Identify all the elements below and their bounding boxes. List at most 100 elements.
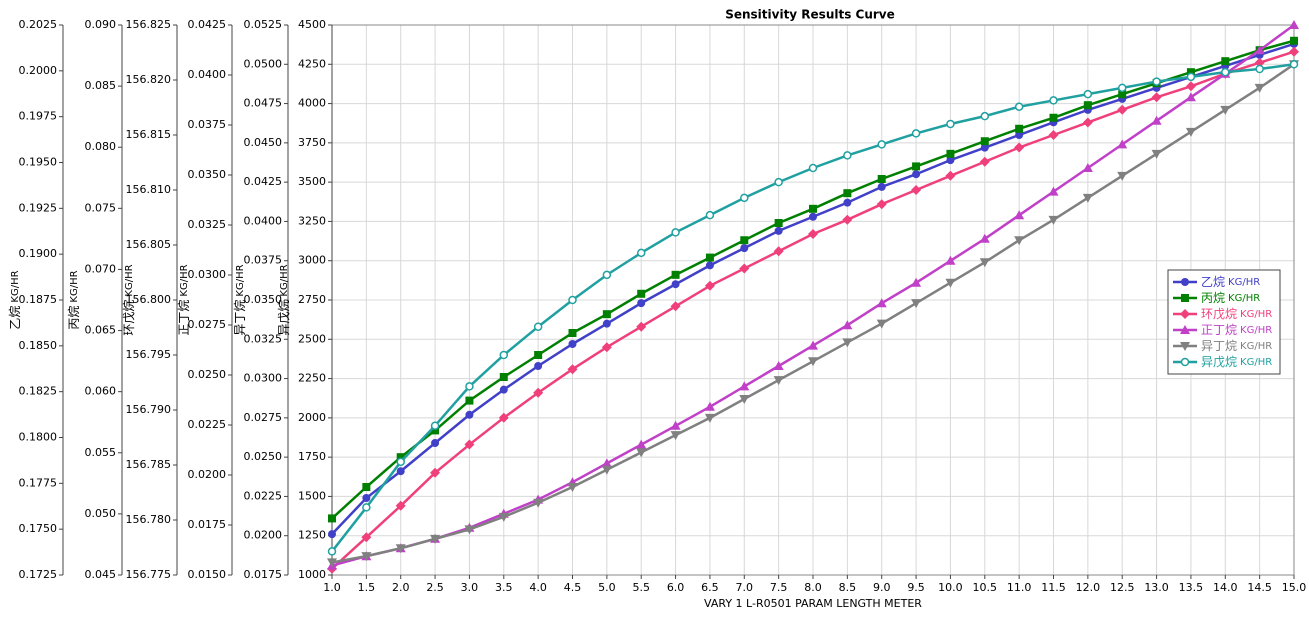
- series: [327, 60, 1299, 556]
- point: [1185, 127, 1196, 137]
- y-tick-label: 0.045: [85, 568, 117, 581]
- chart-title: Sensitivity Results Curve: [725, 8, 895, 22]
- point: [1117, 104, 1128, 115]
- legend-label: 正丁烷 KG/HR: [1201, 323, 1272, 337]
- y-tick-label: 0.1950: [19, 156, 58, 169]
- point: [567, 483, 578, 492]
- point: [1118, 90, 1127, 99]
- point: [911, 185, 922, 195]
- x-tick-label: 6.5: [701, 581, 719, 594]
- point: [499, 373, 508, 381]
- y-tick-label: 0.1725: [19, 568, 58, 581]
- y-tick-label: 2250: [298, 372, 326, 385]
- y-tick-label: 2750: [298, 293, 326, 306]
- legend-label: 异丁烷 KG/HR: [1201, 339, 1272, 353]
- y-tick-label: 4000: [298, 97, 326, 110]
- y-tick-label: 156.785: [126, 458, 172, 471]
- y-tick-label: 0.0425: [188, 18, 227, 31]
- x-tick-label: 9.0: [873, 581, 891, 594]
- y-axis-label-unit: KG/HR: [279, 264, 290, 296]
- point: [361, 552, 372, 562]
- point: [1049, 113, 1058, 122]
- legend-name: 正丁烷: [1201, 323, 1237, 337]
- legend-name: 异戊烷: [1201, 355, 1237, 369]
- point: [636, 321, 647, 332]
- y-axis-label: 丙烷 KG/HR: [67, 270, 81, 329]
- legend-unit: KG/HR: [1240, 357, 1272, 368]
- point: [328, 514, 336, 523]
- point: [465, 410, 474, 419]
- y-tick-label: 0.0425: [244, 175, 283, 188]
- point: [602, 319, 611, 328]
- series: [327, 60, 1299, 568]
- x-tick-label: 11.5: [1041, 581, 1066, 594]
- y-tick-label: 0.075: [85, 201, 117, 214]
- y-tick-label: 3750: [298, 136, 326, 149]
- point: [498, 412, 509, 423]
- y-tick-label: 0.1825: [19, 385, 58, 398]
- legend-unit: KG/HR: [1228, 293, 1260, 304]
- point: [1048, 130, 1059, 140]
- y-tick-label: 0.0225: [244, 489, 283, 502]
- point: [980, 143, 989, 152]
- x-tick-label: 10.0: [938, 581, 963, 594]
- point: [980, 111, 990, 121]
- y-tick-label: 156.800: [126, 293, 172, 306]
- point: [636, 448, 647, 458]
- point: [601, 465, 612, 475]
- point: [740, 236, 749, 245]
- y-tick-label: 156.825: [126, 18, 172, 31]
- point: [773, 246, 784, 257]
- point: [1254, 45, 1265, 55]
- y-tick-label: 0.0225: [188, 418, 227, 431]
- point: [774, 219, 783, 227]
- y-tick-label: 0.070: [85, 262, 117, 275]
- point: [430, 421, 440, 430]
- point: [1186, 68, 1195, 77]
- y-axis-label: 异丁烷 KG/HR: [233, 264, 247, 335]
- point: [396, 457, 405, 467]
- point: [739, 263, 750, 274]
- point: [602, 270, 612, 280]
- y-tick-label: 0.065: [85, 324, 117, 337]
- point: [809, 204, 817, 213]
- y-tick-label: 1000: [298, 568, 326, 581]
- y-tick-label: 0.1875: [19, 293, 58, 306]
- point: [1014, 210, 1025, 220]
- y-axis-label-unit: KG/HR: [10, 270, 21, 302]
- x-tick-label: 7.5: [770, 581, 788, 594]
- y-tick-label: 0.0350: [188, 168, 227, 181]
- point: [740, 193, 749, 203]
- point: [946, 156, 955, 165]
- point: [362, 494, 371, 502]
- y-tick-label: 0.1800: [19, 431, 58, 444]
- legend-box: [1167, 269, 1281, 375]
- point: [1151, 115, 1162, 125]
- point: [1185, 81, 1196, 92]
- y-tick-label: 0.0400: [188, 68, 227, 81]
- point: [739, 395, 750, 404]
- point: [808, 229, 818, 239]
- y-tick-label: 156.810: [126, 183, 172, 196]
- point: [773, 376, 784, 386]
- point: [808, 357, 818, 367]
- x-tick-label: 7.0: [736, 581, 754, 594]
- y-tick-label: 2500: [298, 332, 326, 345]
- point: [911, 129, 921, 138]
- y-axis-label-unit: KG/HR: [69, 270, 80, 302]
- x-tick-label: 12.0: [1076, 581, 1101, 594]
- y-tick-label: 0.085: [85, 79, 117, 92]
- legend-name: 异丁烷: [1201, 339, 1237, 353]
- point: [465, 396, 474, 405]
- point: [431, 426, 440, 435]
- point: [877, 182, 886, 191]
- series: [327, 46, 1299, 574]
- point: [637, 289, 646, 298]
- y-tick-label: 156.815: [126, 128, 172, 141]
- point: [602, 310, 611, 319]
- x-tick-label: 10.5: [973, 581, 998, 594]
- point: [1221, 67, 1230, 77]
- x-tick-label: 3.5: [495, 581, 513, 594]
- x-tick-label: 5.0: [598, 581, 616, 594]
